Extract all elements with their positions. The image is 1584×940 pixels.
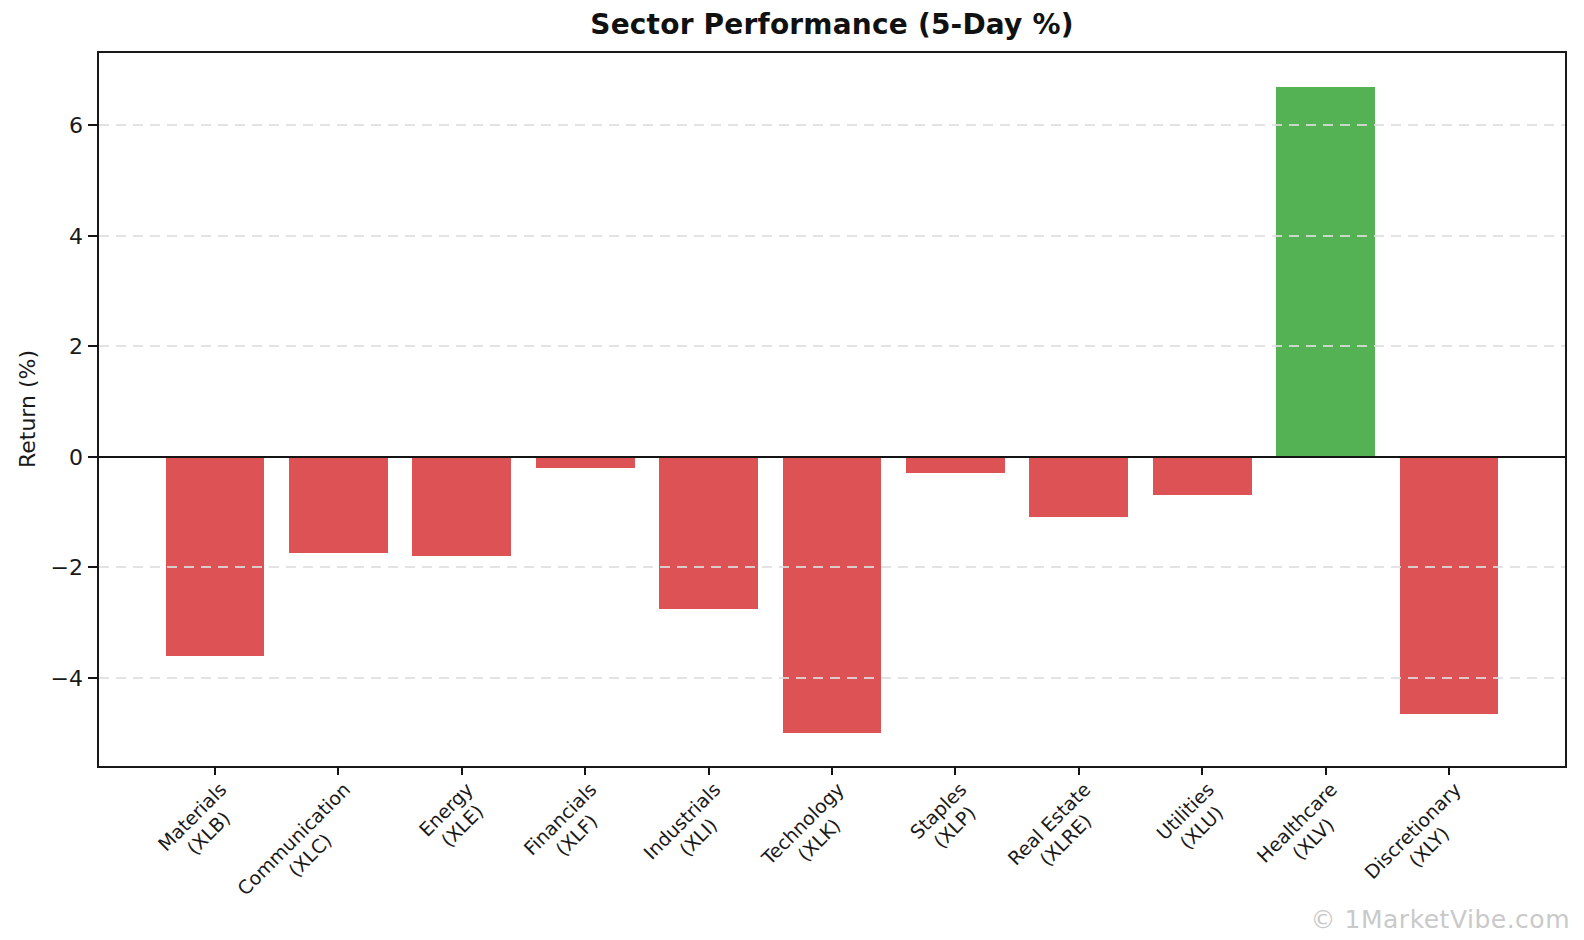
zero-axis-line — [99, 456, 1565, 458]
x-tick-mark-technology-xlk — [831, 766, 833, 775]
x-tick-mark-staples-xlp — [954, 766, 956, 775]
y-tick-mark-minus-4 — [88, 677, 97, 679]
bar-healthcare-xlv — [1276, 87, 1375, 457]
bar-technology-xlk — [783, 457, 882, 733]
y-tick-mark-0 — [88, 456, 97, 458]
x-tick-label-technology-xlk: Technology (XLK) — [757, 778, 865, 886]
plot-area: −4−20246Materials (XLB)Communication (XL… — [97, 51, 1567, 768]
bar-industrials-xli — [659, 457, 758, 609]
x-tick-mark-discretionary-xly — [1448, 766, 1450, 775]
watermark: © 1MarketVibe.com — [1311, 905, 1570, 934]
x-tick-mark-materials-xlb — [214, 766, 216, 775]
bar-staples-xlp — [906, 457, 1005, 474]
y-tick-mark-4 — [88, 235, 97, 237]
gridline — [99, 677, 1565, 679]
gridline — [99, 566, 1565, 568]
y-tick-label-minus-4: −4 — [51, 665, 83, 690]
x-tick-label-industrials-xli: Industrials (XLI) — [639, 778, 741, 880]
bar-materials-xlb — [166, 457, 265, 656]
gridline — [99, 345, 1565, 347]
sector-performance-chart: Sector Performance (5-Day %) Return (%) … — [0, 0, 1584, 940]
y-tick-mark-6 — [88, 124, 97, 126]
x-tick-label-discretionary-xly: Discretionary (XLY) — [1360, 778, 1482, 900]
y-tick-label-2: 2 — [69, 334, 83, 359]
x-tick-mark-financials-xlf — [584, 766, 586, 775]
gridline — [99, 124, 1565, 126]
bar-communication-xlc — [289, 457, 388, 554]
bar-energy-xle — [412, 457, 511, 556]
x-tick-label-financials-xlf: Financials (XLF) — [519, 778, 617, 876]
y-tick-label-4: 4 — [69, 223, 83, 248]
x-tick-label-real-estate-xlre: Real Estate (XLRE) — [1003, 778, 1111, 886]
x-tick-label-communication-xlc: Communication (XLC) — [232, 778, 370, 916]
bar-real-estate-xlre — [1029, 457, 1128, 518]
y-tick-mark-minus-2 — [88, 566, 97, 568]
x-tick-mark-utilities-xlu — [1201, 766, 1203, 775]
bar-utilities-xlu — [1153, 457, 1252, 496]
x-tick-label-energy-xle: Energy (XLE) — [415, 778, 494, 857]
y-tick-label-6: 6 — [69, 113, 83, 138]
x-tick-mark-real-estate-xlre — [1078, 766, 1080, 775]
gridline — [99, 235, 1565, 237]
x-tick-mark-healthcare-xlv — [1325, 766, 1327, 775]
x-tick-label-materials-xlb: Materials (XLB) — [153, 778, 247, 872]
x-tick-label-utilities-xlu: Utilities (XLU) — [1152, 778, 1235, 861]
x-tick-label-healthcare-xlv: Healthcare (XLV) — [1252, 778, 1357, 883]
chart-title: Sector Performance (5-Day %) — [97, 8, 1567, 41]
y-axis-label: Return (%) — [15, 350, 40, 468]
y-tick-label-0: 0 — [69, 444, 83, 469]
x-tick-mark-industrials-xli — [708, 766, 710, 775]
y-tick-mark-2 — [88, 345, 97, 347]
y-tick-label-minus-2: −2 — [51, 555, 83, 580]
bar-discretionary-xly — [1400, 457, 1499, 714]
x-tick-label-staples-xlp: Staples (XLP) — [906, 778, 988, 860]
bar-financials-xlf — [536, 457, 635, 468]
x-tick-mark-energy-xle — [461, 766, 463, 775]
x-tick-mark-communication-xlc — [337, 766, 339, 775]
